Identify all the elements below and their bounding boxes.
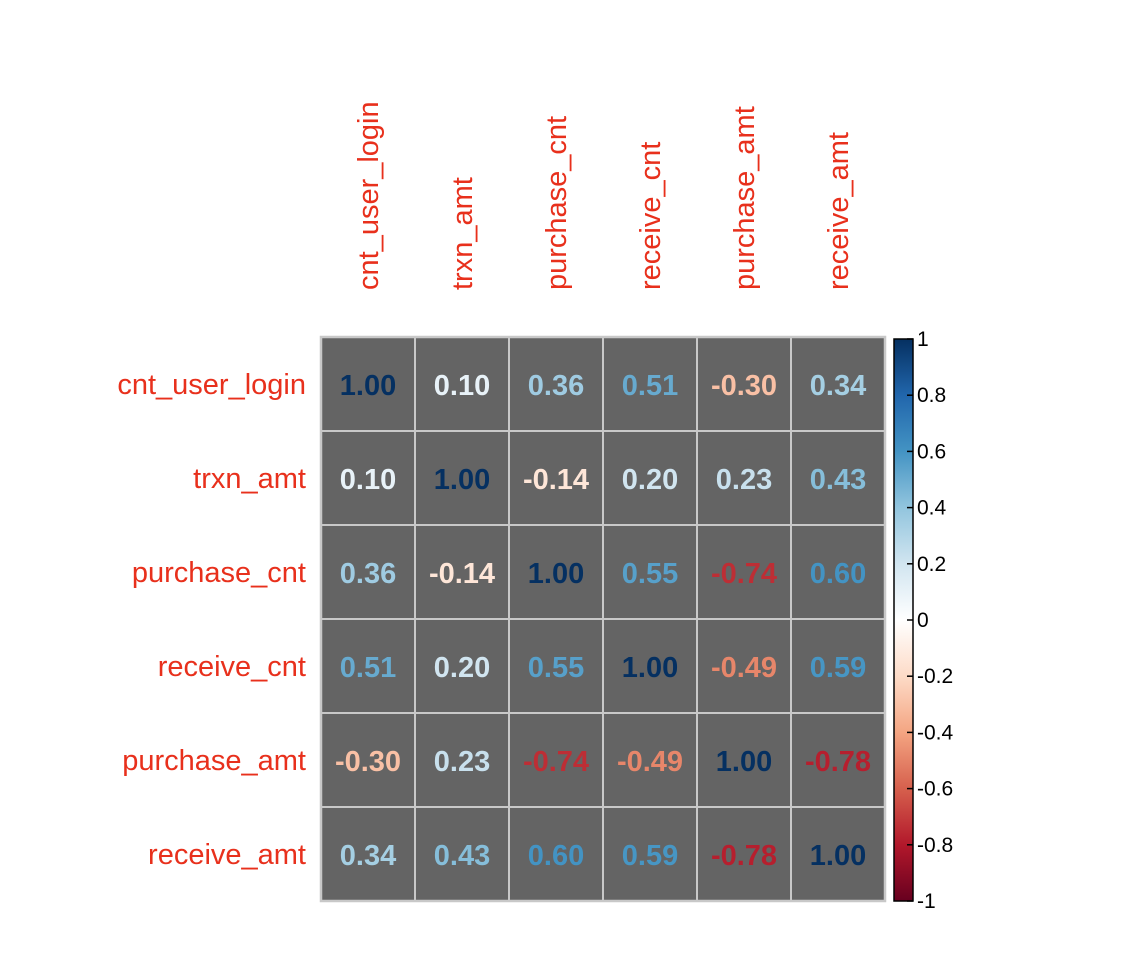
cell-value-label: -0.74 bbox=[711, 558, 777, 590]
colorbar-tick-label: -0.2 bbox=[917, 665, 953, 688]
cell-value-label: -0.14 bbox=[523, 464, 589, 496]
heatmap-cell bbox=[508, 524, 604, 620]
cell-value-label: -0.78 bbox=[805, 746, 871, 778]
colorbar-tick-label: -0.6 bbox=[917, 778, 953, 801]
heatmap-cell bbox=[414, 712, 510, 808]
colorbar-tick-label: -1 bbox=[917, 890, 936, 913]
cell-value-label: 0.55 bbox=[622, 558, 678, 590]
heatmap-cell bbox=[790, 618, 886, 714]
heatmap-cell bbox=[696, 618, 792, 714]
heatmap-cell bbox=[508, 336, 604, 432]
heatmap-cell bbox=[790, 524, 886, 620]
heatmap-cell bbox=[508, 618, 604, 714]
heatmap-cell bbox=[602, 618, 698, 714]
heatmap-cell bbox=[790, 712, 886, 808]
colorbar-tick-label: -0.4 bbox=[917, 721, 954, 744]
heatmap-cell bbox=[320, 336, 416, 432]
cell-value-label: 1.00 bbox=[340, 370, 396, 402]
column-label: purchase_cnt bbox=[541, 116, 573, 290]
cell-value-label: 0.34 bbox=[810, 370, 866, 402]
cell-value-label: 1.00 bbox=[810, 840, 866, 872]
cell-value-label: -0.78 bbox=[711, 840, 777, 872]
row-label: receive_amt bbox=[148, 839, 306, 871]
cell-value-label: -0.14 bbox=[429, 558, 495, 590]
column-label: cnt_user_login bbox=[353, 101, 385, 290]
heatmap-cell bbox=[508, 430, 604, 526]
colorbar-tick-label: 1 bbox=[917, 328, 929, 351]
cell-value-label: -0.49 bbox=[711, 652, 777, 684]
colorbar-tick-label: 0.2 bbox=[917, 553, 946, 576]
colorbar-tick-label: -0.8 bbox=[917, 834, 953, 857]
cell-value-label: 0.43 bbox=[810, 464, 866, 496]
matrix-border bbox=[319, 335, 887, 903]
cell-value-label: 0.36 bbox=[528, 370, 584, 402]
column-label: receive_amt bbox=[823, 132, 855, 290]
cell-value-label: 0.10 bbox=[434, 370, 490, 402]
cell-value-label: 1.00 bbox=[434, 464, 490, 496]
cell-value-label: 0.51 bbox=[340, 652, 396, 684]
heatmap-cell bbox=[790, 430, 886, 526]
cell-value-label: 0.20 bbox=[622, 464, 678, 496]
cell-value-label: -0.74 bbox=[523, 746, 589, 778]
cell-value-label: -0.49 bbox=[617, 746, 683, 778]
cell-value-label: 1.00 bbox=[716, 746, 772, 778]
cell-value-label: 0.60 bbox=[528, 840, 584, 872]
colorbar-tick-label: 0 bbox=[917, 609, 929, 632]
heatmap-cell bbox=[320, 712, 416, 808]
cell-value-label: -0.30 bbox=[335, 746, 401, 778]
cell-value-label: 0.51 bbox=[622, 370, 678, 402]
heatmap-cell bbox=[602, 430, 698, 526]
row-label: cnt_user_login bbox=[117, 369, 306, 401]
heatmap-cell bbox=[696, 524, 792, 620]
heatmap-cell bbox=[414, 524, 510, 620]
cell-value-label: 0.59 bbox=[622, 840, 678, 872]
row-label: purchase_cnt bbox=[132, 557, 306, 589]
cell-value-label: 0.10 bbox=[340, 464, 396, 496]
cell-value-label: 0.36 bbox=[340, 558, 396, 590]
cell-value-label: 0.20 bbox=[434, 652, 490, 684]
cell-value-label: 1.00 bbox=[528, 558, 584, 590]
row-label: receive_cnt bbox=[158, 651, 306, 683]
cell-value-label: 0.55 bbox=[528, 652, 584, 684]
heatmap-cell bbox=[696, 712, 792, 808]
cell-value-label: 0.43 bbox=[434, 840, 490, 872]
cell-value-label: -0.30 bbox=[711, 370, 777, 402]
cell-value-label: 1.00 bbox=[622, 652, 678, 684]
row-label: purchase_amt bbox=[122, 745, 306, 777]
correlation-matrix: 1.00 0.10 0.36 0.51 -0.30 0.34 0.10 1.00 -0.14 0.… bbox=[319, 335, 887, 903]
heatmap-cell bbox=[602, 524, 698, 620]
cell-value-label: 0.60 bbox=[810, 558, 866, 590]
row-label: trxn_amt bbox=[193, 463, 306, 495]
cell-value-label: 0.23 bbox=[434, 746, 490, 778]
column-label: purchase_amt bbox=[729, 106, 761, 290]
axis-labels: cnt_user_logintrxn_amtpurchase_cntreceiv… bbox=[117, 101, 855, 871]
column-label: trxn_amt bbox=[447, 177, 479, 290]
cell-value-label: 0.59 bbox=[810, 652, 866, 684]
colorbar-tick-label: 0.8 bbox=[917, 384, 946, 407]
colorbar: 1 0.8 0.6 0.4 0.2 0 -0.2 -0.4 -0.6 -0.8 -1 bbox=[893, 328, 954, 913]
heatmap-cell bbox=[320, 806, 416, 902]
heatmap-cell bbox=[414, 430, 510, 526]
cell-value-label: 0.34 bbox=[340, 840, 396, 872]
cell-value-label: 0.23 bbox=[716, 464, 772, 496]
colorbar-tick-label: 0.6 bbox=[917, 440, 946, 463]
colorbar-tick-label: 0.4 bbox=[917, 497, 947, 520]
column-label: receive_cnt bbox=[635, 142, 667, 290]
